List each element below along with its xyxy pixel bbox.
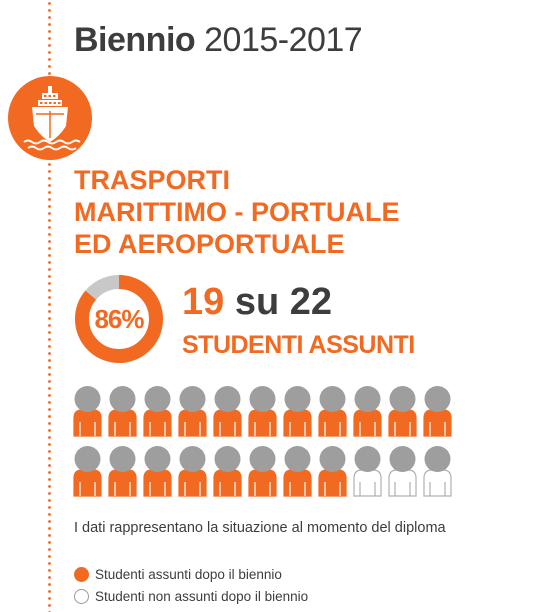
- su-word: su: [234, 281, 280, 323]
- sector-title: TRASPORTI MARITTIMO - PORTUALE ED AEROPO…: [74, 164, 399, 260]
- person-hired-icon: [210, 384, 245, 438]
- person-not-hired-icon: [350, 444, 385, 498]
- legend-item-hired: Studenti assunti dopo il biennio: [74, 563, 308, 585]
- legend-dot-not-hired: [74, 588, 89, 604]
- person-hired-icon: [280, 444, 315, 498]
- person-hired-icon: [105, 384, 140, 438]
- person-hired-icon: [420, 384, 455, 438]
- legend-item-not-hired: Studenti non assunti dopo il biennio: [74, 585, 308, 607]
- timeline-dotted-line: [48, 0, 51, 612]
- donut-ring: [75, 275, 163, 363]
- person-hired-icon: [70, 384, 105, 438]
- person-hired-icon: [245, 384, 280, 438]
- legend-label-not-hired: Studenti non assunti dopo il biennio: [95, 588, 309, 604]
- hired-caption: STUDENTI ASSUNTI: [182, 331, 415, 359]
- person-hired-icon: [70, 444, 105, 498]
- sector-line-1: TRASPORTI: [74, 165, 231, 195]
- title-bold: Biennio: [74, 21, 196, 59]
- total-count: 22: [289, 281, 333, 323]
- ship-badge: [8, 76, 92, 160]
- person-hired-icon: [245, 444, 280, 498]
- person-hired-icon: [385, 384, 420, 438]
- person-not-hired-icon: [420, 444, 455, 498]
- person-hired-icon: [280, 384, 315, 438]
- percent-donut: 86%: [74, 274, 164, 364]
- person-not-hired-icon: [385, 444, 420, 498]
- person-hired-icon: [210, 444, 245, 498]
- hired-count-line: 19 su 22: [182, 280, 332, 324]
- title-years: 2015-2017: [204, 21, 363, 59]
- person-hired-icon: [105, 444, 140, 498]
- donut-arc: [75, 275, 163, 363]
- legend-label-hired: Studenti assunti dopo il biennio: [95, 566, 282, 582]
- person-hired-icon: [175, 444, 210, 498]
- person-hired-icon: [315, 384, 350, 438]
- sector-line-3: ED AEROPORTUALE: [74, 229, 345, 259]
- data-note: I dati rappresentano la situazione al mo…: [74, 520, 446, 536]
- legend-dot-hired: [74, 566, 89, 582]
- person-hired-icon: [140, 384, 175, 438]
- people-row: [70, 384, 460, 438]
- legend: Studenti assunti dopo il biennio Student…: [74, 563, 308, 607]
- sector-line-2: MARITTIMO - PORTUALE: [74, 197, 400, 227]
- person-hired-icon: [315, 444, 350, 498]
- ship-icon: [23, 86, 81, 151]
- person-hired-icon: [175, 384, 210, 438]
- hired-count: 19: [182, 281, 225, 323]
- page-title: Biennio 2015-2017: [74, 20, 363, 60]
- people-row: [70, 444, 460, 498]
- person-hired-icon: [140, 444, 175, 498]
- percent-label: 86%: [94, 304, 144, 334]
- people-pictogram: [70, 384, 460, 504]
- person-hired-icon: [350, 384, 385, 438]
